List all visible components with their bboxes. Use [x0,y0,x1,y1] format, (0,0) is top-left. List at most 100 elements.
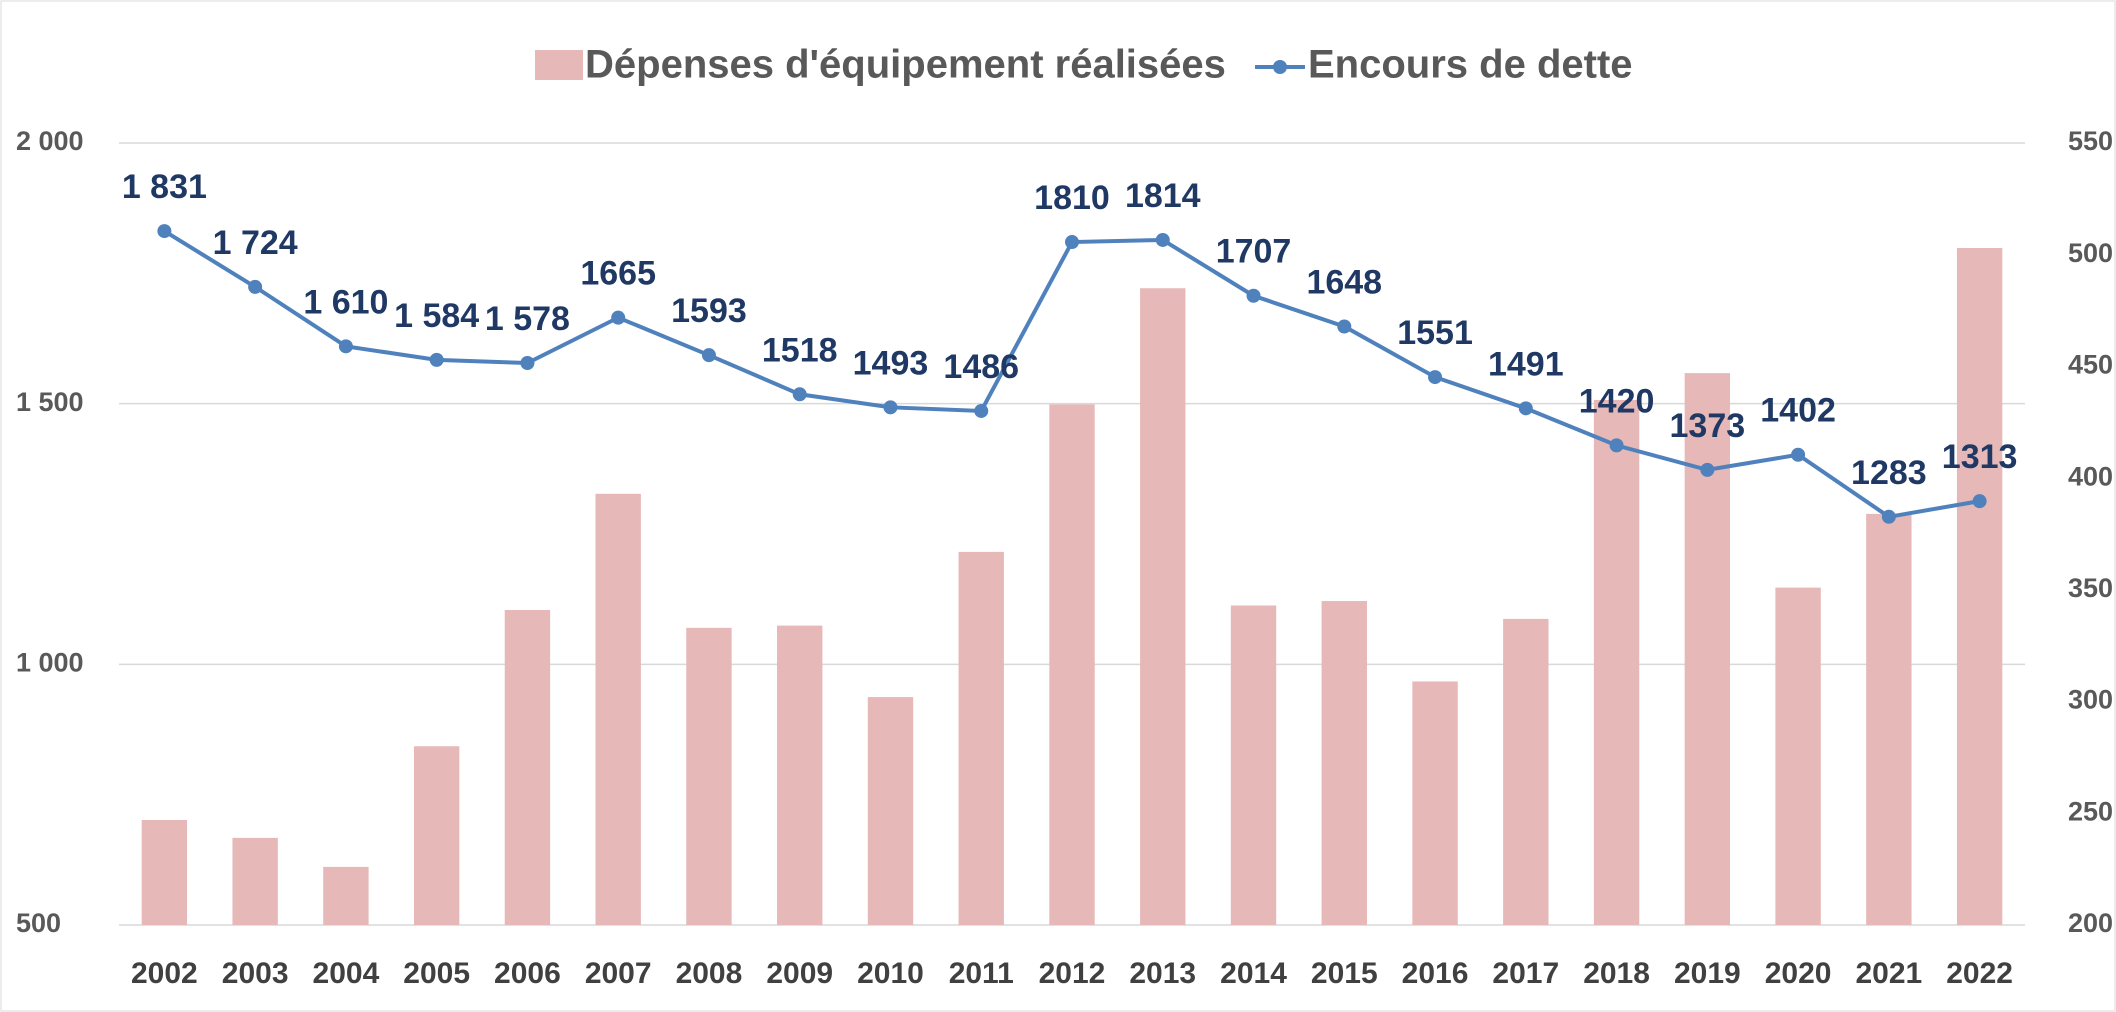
y2-tick-label: 550 [2068,126,2113,156]
data-label: 1 578 [485,300,570,338]
line-point [429,352,444,367]
line-point [974,403,989,418]
line-point [338,339,353,354]
data-label: 1 831 [122,168,207,206]
line-point [1246,288,1261,303]
line-point [611,310,626,325]
bar [1230,605,1277,925]
x-tick-label: 2016 [1402,957,1469,990]
line-point [1791,447,1806,462]
bar [413,746,460,925]
bar [777,625,823,925]
bar [141,819,188,925]
line-point [1337,319,1352,334]
x-tick-label: 2015 [1311,957,1378,990]
bar [1321,601,1367,925]
bar [1140,288,1186,925]
data-label: 1283 [1851,454,1927,492]
data-label: 1420 [1579,382,1655,420]
y2-tick-label: 450 [2068,350,2113,380]
legend-label: Encours de dette [1308,43,1633,87]
data-label: 1814 [1125,177,1201,215]
line-point [1881,509,1896,524]
line-point [1972,494,1987,509]
line-point [1155,232,1170,247]
legend-swatch [1273,60,1287,74]
data-label: 1518 [762,331,838,369]
x-tick-label: 2007 [585,957,652,990]
x-tick-label: 2002 [131,957,198,990]
bar [595,493,641,925]
x-tick-label: 2021 [1855,957,1922,990]
data-label: 1551 [1397,314,1473,352]
line-point [1518,401,1533,416]
line-point [520,356,535,371]
x-tick-label: 2010 [857,957,924,990]
y-tick-label: 2 000 [16,126,84,156]
bar [323,866,369,925]
y2-tick-label: 250 [2068,796,2113,826]
data-label: 1 584 [394,297,479,335]
y2-tick-label: 300 [2068,685,2113,715]
data-label: 1 724 [213,224,298,262]
y2-tick-label: 400 [2068,461,2113,491]
data-label: 1402 [1760,392,1836,430]
bar [1049,404,1095,925]
data-label: 1593 [671,292,747,330]
line-point [792,387,807,402]
x-tick-label: 2008 [676,957,743,990]
data-label: 1648 [1306,263,1382,301]
y2-tick-label: 500 [2068,238,2113,268]
bar [1775,587,1821,925]
x-tick-label: 2020 [1765,957,1832,990]
data-label: 1373 [1670,407,1746,445]
x-tick-label: 2011 [949,957,1014,990]
x-tick-label: 2004 [313,957,380,990]
x-tick-label: 2013 [1129,957,1196,990]
y2-tick-label: 350 [2068,573,2113,603]
line-point [248,279,263,294]
line-point [157,224,172,239]
y2-tick-label: 200 [2068,908,2113,938]
x-tick-label: 2003 [222,957,289,990]
line-point [1065,235,1079,250]
line-point [883,400,898,415]
data-label: 1491 [1488,345,1564,383]
line-point [701,348,716,363]
y-tick-label: 1 000 [16,647,84,677]
bar [1503,618,1549,925]
data-label: 1313 [1942,438,2018,476]
line-point [1609,438,1624,453]
bar [1956,248,2003,926]
legend-label: Dépenses d'équipement réalisées [585,43,1226,87]
x-tick-label: 2005 [403,957,470,990]
data-label: 1665 [580,255,656,293]
data-label: 1493 [853,344,929,382]
x-tick-label: 2006 [494,957,561,990]
data-label: 1810 [1034,179,1110,217]
x-tick-label: 2012 [1039,957,1106,990]
bar [1412,681,1458,925]
y-tick-label: 500 [16,908,61,938]
bar [958,551,1004,925]
x-tick-label: 2019 [1674,957,1741,990]
bar [1684,373,1731,925]
x-tick-label: 2009 [766,957,833,990]
bar [1593,399,1640,925]
line-point [1428,370,1443,385]
x-tick-label: 2018 [1583,957,1650,990]
y-tick-label: 1 500 [16,387,84,417]
bar [686,627,732,925]
data-label: 1 610 [303,283,388,321]
legend-swatch [535,50,583,80]
bar [1866,513,1912,925]
x-tick-label: 2014 [1220,957,1287,990]
bar [504,609,551,925]
line-point [1700,462,1715,477]
data-label: 1486 [943,348,1019,386]
bar [867,697,914,925]
bar [232,837,278,925]
data-label: 1707 [1216,233,1292,271]
x-tick-label: 2022 [1946,957,2013,990]
